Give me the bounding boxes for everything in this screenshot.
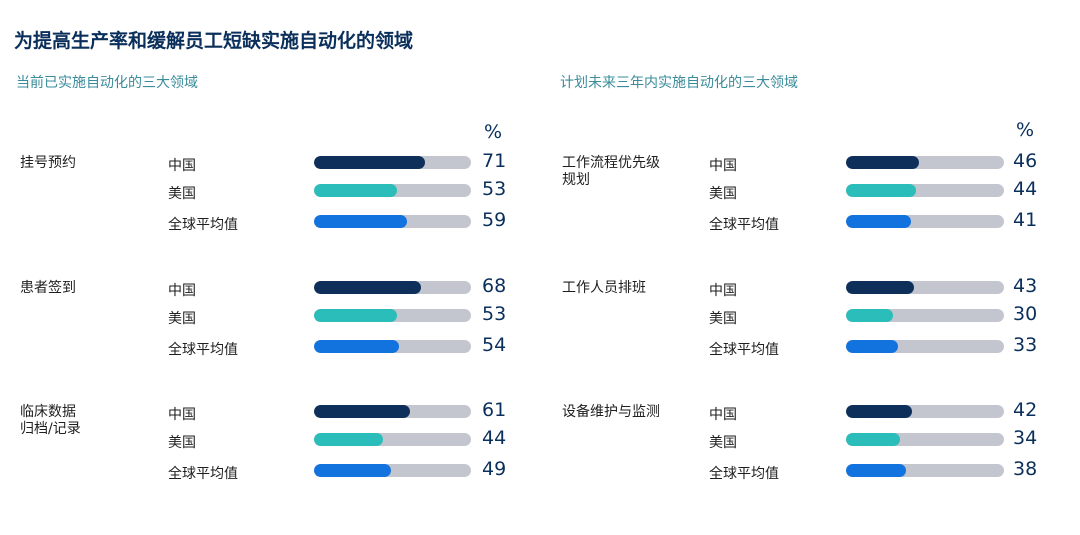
bar-track: [846, 433, 1004, 446]
bar: [314, 464, 391, 477]
data-label: 49: [482, 458, 507, 480]
chart-panel-planned: 计划未来三年内实施自动化的三大领域 % 工作流程优先级规划 中国 46 美国 44 全球平…: [540, 0, 1080, 535]
series-label: 美国: [168, 186, 196, 202]
page-title: 为提高生产率和缓解员工短缺实施自动化的领域: [14, 30, 414, 52]
bar-track: [314, 309, 471, 322]
chart-subtitle: 计划未来三年内实施自动化的三大领域: [560, 75, 798, 91]
bar-track: [314, 281, 471, 294]
bar: [314, 340, 399, 353]
series-label: 全球平均值: [168, 342, 238, 358]
unit-label: %: [1016, 119, 1035, 141]
group-label: 工作流程优先级规划: [562, 155, 660, 188]
bar: [314, 405, 410, 418]
series-label: 中国: [168, 407, 196, 423]
data-label: 53: [482, 303, 507, 325]
bar: [846, 464, 907, 477]
bar: [846, 281, 914, 294]
bar-track: [314, 340, 471, 353]
bar: [846, 156, 919, 169]
series-label: 中国: [709, 407, 737, 423]
data-label: 33: [1013, 334, 1038, 356]
data-label: 42: [1013, 399, 1038, 421]
chart-panel-current: 当前已实施自动化的三大领域 % 挂号预约 中国 71 美国 53 全球平均值 59 患者签到中…: [16, 75, 507, 482]
bar: [314, 281, 421, 294]
series-label: 美国: [168, 435, 196, 451]
series-label: 全球平均值: [709, 217, 779, 233]
bar-track: [314, 405, 471, 418]
series-label: 全球平均值: [168, 217, 238, 233]
chart-subtitle: 当前已实施自动化的三大领域: [16, 75, 198, 91]
data-label: 68: [482, 275, 507, 297]
series-label: 美国: [709, 435, 737, 451]
series-label: 全球平均值: [709, 342, 779, 358]
bar: [314, 309, 398, 322]
bar-track: [846, 184, 1004, 197]
data-label: 44: [1013, 178, 1038, 200]
bar: [846, 405, 913, 418]
bar: [846, 433, 900, 446]
data-label: 71: [482, 150, 507, 172]
bar: [846, 215, 911, 228]
bar-track: [314, 433, 471, 446]
data-label: 44: [482, 427, 507, 449]
bar-track: [846, 215, 1004, 228]
series-label: 中国: [709, 158, 737, 174]
bar-track: [846, 281, 1004, 294]
group-label: 患者签到: [20, 280, 76, 296]
bar-track: [314, 156, 471, 169]
bar-track: [314, 464, 471, 477]
series-label: 中国: [168, 283, 196, 299]
series-label: 全球平均值: [709, 466, 779, 482]
bar: [846, 309, 894, 322]
bar: [846, 340, 899, 353]
data-label: 38: [1013, 458, 1038, 480]
bar-track: [846, 340, 1004, 353]
bar: [314, 433, 384, 446]
data-label: 43: [1013, 275, 1038, 297]
series-label: 美国: [168, 311, 196, 327]
data-label: 59: [482, 209, 507, 231]
bar-track: [846, 464, 1004, 477]
bar-track: [846, 309, 1004, 322]
series-label: 全球平均值: [168, 466, 238, 482]
bar: [314, 156, 426, 169]
series-label: 中国: [709, 283, 737, 299]
bar-track: [846, 405, 1004, 418]
series-label: 中国: [168, 158, 196, 174]
data-label: 61: [482, 399, 507, 421]
data-label: 41: [1013, 209, 1038, 231]
group-label: 设备维护与监测: [562, 404, 660, 420]
data-label: 54: [482, 334, 507, 356]
bar: [314, 215, 407, 228]
group-label: 挂号预约: [20, 155, 76, 171]
bar: [846, 184, 916, 197]
bar-track: [314, 184, 471, 197]
group-label: 工作人员排班: [562, 280, 646, 296]
series-label: 美国: [709, 186, 737, 202]
group-label: 临床数据归档/记录: [20, 404, 81, 437]
unit-label: %: [484, 121, 503, 143]
data-label: 46: [1013, 150, 1038, 172]
data-label: 53: [482, 178, 507, 200]
data-label: 34: [1013, 427, 1038, 449]
bar: [314, 184, 398, 197]
series-label: 美国: [709, 311, 737, 327]
data-label: 30: [1013, 303, 1038, 325]
bar-track: [314, 215, 471, 228]
bar-track: [846, 156, 1004, 169]
